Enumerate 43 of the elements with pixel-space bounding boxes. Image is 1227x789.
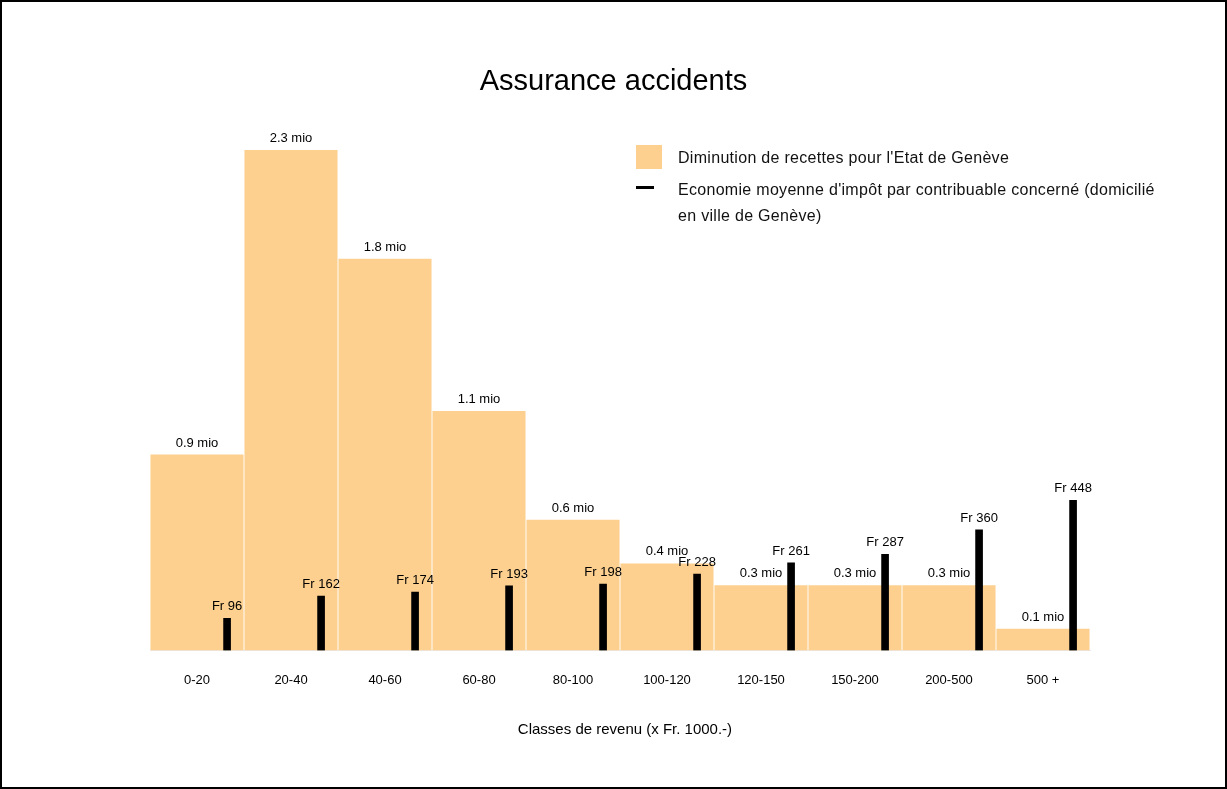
data-label: Fr 287: [866, 534, 904, 550]
x-tick-label: 150-200: [831, 671, 879, 687]
data-label: 0.3 mio: [739, 565, 783, 581]
bar: [1069, 499, 1077, 651]
data-label: 0.3 mio: [927, 565, 971, 581]
x-tick-label: 120-150: [737, 671, 785, 687]
bar: [693, 573, 701, 651]
data-label: 0.1 mio: [1021, 608, 1065, 624]
bar: [505, 585, 513, 651]
data-label: Fr 261: [772, 543, 810, 559]
data-label: Fr 228: [678, 554, 716, 570]
x-tick-label: 500 +: [1026, 671, 1060, 687]
data-label: 0.9 mio: [175, 434, 219, 450]
data-label: Fr 448: [1054, 480, 1092, 496]
data-label: Fr 198: [584, 564, 622, 580]
bar: [223, 617, 231, 651]
bar: [975, 529, 983, 651]
data-label: 0.3 mio: [833, 565, 877, 581]
legend-label: Diminution de recettes pour l'Etat de Genève: [678, 148, 1010, 168]
x-tick-label: 0-20: [183, 671, 211, 687]
data-label: 1.8 mio: [363, 238, 407, 254]
data-label: 2.3 mio: [269, 130, 313, 146]
data-label: Fr 360: [960, 509, 998, 525]
x-tick-label: 80-100: [552, 671, 594, 687]
data-label: 0.6 mio: [551, 499, 595, 515]
x-tick-label: 40-60: [368, 671, 402, 687]
x-tick-label: 200-500: [925, 671, 973, 687]
x-tick-label: 20-40: [274, 671, 308, 687]
bar: [317, 595, 325, 651]
bar: [787, 562, 795, 651]
data-label: 1.1 mio: [457, 391, 501, 407]
legend-label: Economie moyenne d'impôt par contribuable concerné (domicilié en ville de Genève): [678, 180, 1156, 226]
chart-title: Assurance accidents: [478, 64, 749, 97]
x-tick-label: 60-80: [462, 671, 496, 687]
x-axis-title: Classes de revenu (x Fr. 1000.-): [516, 720, 734, 737]
bar: [599, 583, 607, 651]
data-label: Fr 193: [490, 565, 528, 581]
data-label: Fr 174: [396, 572, 434, 588]
data-label: Fr 96: [211, 598, 243, 614]
data-label: Fr 162: [302, 576, 340, 592]
bar: [881, 553, 889, 651]
x-tick-label: 100-120: [643, 671, 691, 687]
bar: [411, 591, 419, 651]
